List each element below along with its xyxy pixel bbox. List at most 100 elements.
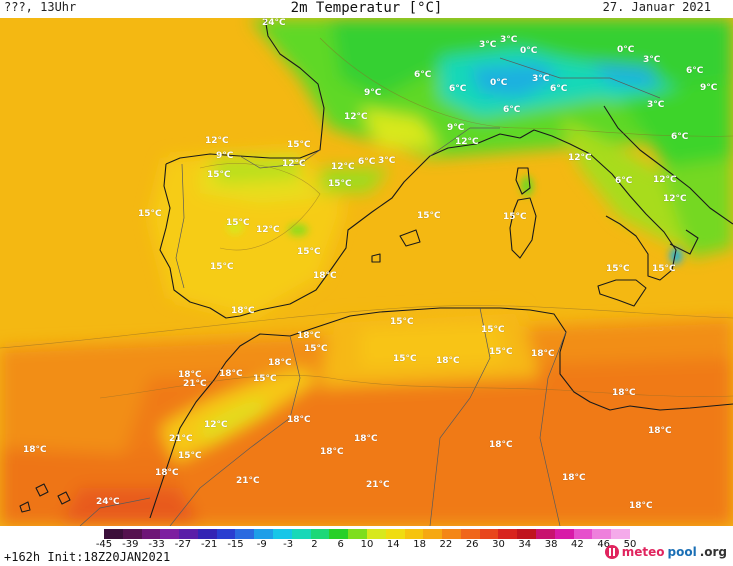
- color-scale-swatch: [291, 529, 311, 539]
- temperature-label: 12°C: [331, 162, 355, 172]
- temperature-label: 18°C: [297, 331, 321, 341]
- color-scale-swatch: [517, 529, 536, 539]
- temperature-label: 15°C: [138, 209, 162, 219]
- temperature-label: 3°C: [378, 156, 396, 166]
- color-scale-swatch: [254, 529, 274, 539]
- color-scale-swatch: [611, 529, 630, 539]
- color-scale-swatch: [573, 529, 593, 539]
- temperature-label: 18°C: [155, 468, 179, 478]
- run-info: +162h Init:18Z20JAN2021: [4, 550, 171, 564]
- temperature-label: 18°C: [489, 440, 513, 450]
- color-scale-tick: -9: [256, 539, 267, 550]
- color-scale-swatch: [385, 529, 405, 539]
- temperature-label: 24°C: [96, 497, 120, 507]
- temperature-label: 15°C: [304, 344, 328, 354]
- temperature-label: 9°C: [364, 88, 382, 98]
- color-scale-tick: 34: [518, 539, 532, 550]
- color-scale-swatch: [348, 529, 367, 539]
- temperature-label: 18°C: [287, 415, 311, 425]
- temperature-label: 3°C: [643, 55, 661, 65]
- color-scale-swatch: [592, 529, 612, 539]
- temperature-label: 6°C: [550, 84, 568, 94]
- color-scale-tick: 6: [337, 539, 344, 550]
- color-scale-swatch: [104, 529, 123, 539]
- temperature-label: 15°C: [207, 170, 231, 180]
- temperature-label: 21°C: [366, 480, 390, 490]
- map-canvas: [0, 18, 733, 526]
- temperature-label: 21°C: [236, 476, 260, 486]
- temperature-label: 15°C: [503, 212, 527, 222]
- footer-bar: -45 -39 -33 -27 -21 -15 -9 -3 2 6 10 14 18 22 26 30 34 38…: [0, 526, 733, 566]
- temperature-label: 0°C: [617, 45, 635, 55]
- color-scale-swatch: [535, 529, 555, 539]
- temperature-label: 15°C: [481, 325, 505, 335]
- temperature-map: 24°C 3°C 3°C 0°C 0°C 3°C 6°C 9°C 6°C 9°C 6°C 0°C 3°C…: [0, 18, 733, 526]
- color-scale-swatch: [179, 529, 198, 539]
- color-scale-swatch: [554, 529, 574, 539]
- color-scale-tick: -27: [174, 539, 192, 550]
- temperature-label: 18°C: [629, 501, 653, 511]
- temperature-label: 18°C: [562, 473, 586, 483]
- temperature-label: 3°C: [479, 40, 497, 50]
- temperature-label: 12°C: [282, 159, 306, 169]
- color-scale-swatch: [235, 529, 255, 539]
- temperature-label: 18°C: [612, 388, 636, 398]
- temperature-label: 15°C: [328, 179, 352, 189]
- color-scale-tick: 46: [597, 539, 611, 550]
- weekday-time: ???, 13Uhr: [4, 0, 77, 14]
- temperature-label: 21°C: [183, 379, 207, 389]
- header-bar: ???, 13Uhr 2m Temperatur [°C] 27. Januar…: [0, 0, 733, 18]
- color-scale-ticks: -45 -39 -33 -27 -21 -15 -9 -3 2 6 10 14 18 22 26 30 34 38…: [96, 539, 637, 551]
- color-scale-swatch: [479, 529, 499, 539]
- temperature-label: 18°C: [648, 426, 672, 436]
- temperature-label: 15°C: [287, 140, 311, 150]
- color-scale-tick: 38: [544, 539, 558, 550]
- color-scale-tick: 50: [623, 539, 637, 550]
- temperature-label: 6°C: [414, 70, 432, 80]
- color-scale-tick: 26: [465, 539, 479, 550]
- temperature-label: 12°C: [653, 175, 677, 185]
- temperature-label: 9°C: [447, 123, 465, 133]
- temperature-label: 18°C: [313, 271, 337, 281]
- color-scale-swatch: [329, 529, 349, 539]
- color-scale-swatch: [404, 529, 424, 539]
- color-scale-tick: -21: [201, 539, 218, 550]
- temperature-label: 18°C: [219, 369, 243, 379]
- temperature-fields: [0, 18, 733, 526]
- brand-name-part1: meteo: [621, 545, 665, 559]
- temperature-label: 15°C: [393, 354, 417, 364]
- meteopool-logo-icon: [604, 545, 619, 559]
- borders: [79, 57, 661, 526]
- color-scale-swatch: [423, 529, 443, 539]
- temperature-label: 12°C: [663, 194, 687, 204]
- temperature-label: 12°C: [204, 420, 228, 430]
- temperature-label: 15°C: [226, 218, 250, 228]
- temperature-label: 18°C: [23, 445, 47, 455]
- temperature-label: 6°C: [358, 157, 376, 167]
- temperature-label: 15°C: [390, 317, 414, 327]
- temperature-label: 0°C: [520, 46, 538, 56]
- temperature-label: 0°C: [490, 78, 508, 88]
- temperature-label: 9°C: [216, 151, 234, 161]
- color-scale-swatch: [160, 529, 180, 539]
- color-scale-swatch: [141, 529, 161, 539]
- temperature-label: 15°C: [178, 451, 202, 461]
- temperature-label: 15°C: [606, 264, 630, 274]
- temperature-label: 12°C: [344, 112, 368, 122]
- temperature-label: 6°C: [671, 132, 689, 142]
- temperature-label: 9°C: [700, 83, 718, 93]
- color-scale-swatch: [498, 529, 518, 539]
- temperature-label: 18°C: [354, 434, 378, 444]
- color-scale-swatch: [197, 529, 217, 539]
- temperature-label: 6°C: [503, 105, 521, 115]
- color-scale-tick: 18: [413, 539, 426, 550]
- temperature-label: 6°C: [686, 66, 704, 76]
- color-scale-swatch: [366, 529, 386, 539]
- coastlines: [19, 18, 733, 519]
- temperature-label: 3°C: [532, 74, 550, 84]
- mountain-patches: [227, 176, 682, 264]
- temperature-label: 6°C: [615, 176, 633, 186]
- color-scale-tick: -33: [148, 539, 165, 550]
- isotherms: [0, 37, 733, 399]
- map-title: 2m Temperatur [°C]: [290, 0, 443, 16]
